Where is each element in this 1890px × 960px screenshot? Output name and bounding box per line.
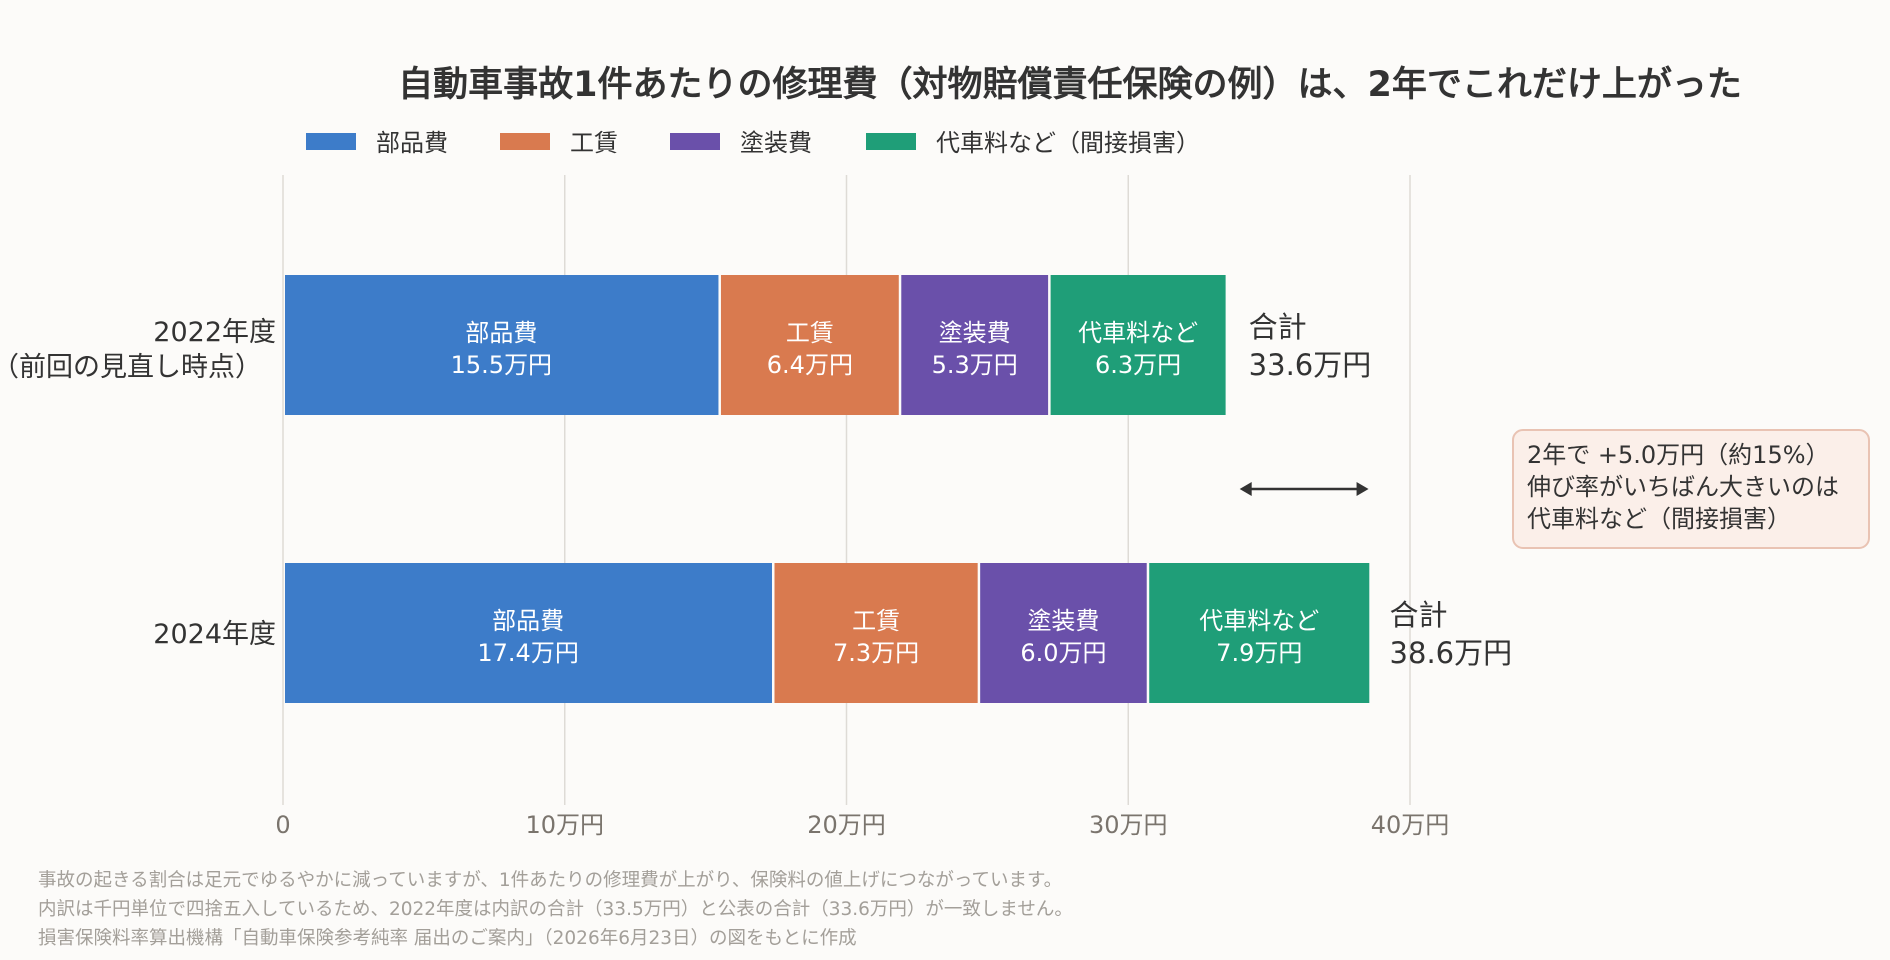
- x-tick-label: 0: [275, 811, 290, 839]
- bar-segments: [285, 275, 1370, 703]
- legend-swatch: [866, 133, 916, 150]
- segment-value-label: 7.9万円: [1216, 639, 1302, 667]
- legend: 部品費 工賃 塗装費 代車料など（間接損害）: [306, 129, 1200, 157]
- segment-value-label: 6.4万円: [767, 351, 853, 379]
- total-prefix: 合計: [1390, 598, 1448, 632]
- bar-segment: [774, 563, 978, 703]
- arrowhead-left: [1239, 482, 1252, 496]
- category-label: 2024年度: [153, 619, 276, 650]
- legend-label: 代車料など（間接損害）: [936, 129, 1200, 157]
- x-tick-label: 20万円: [807, 811, 886, 839]
- segment-value-label: 6.3万円: [1095, 351, 1181, 379]
- segment-value-label: 17.4万円: [477, 639, 578, 667]
- chart-title: 自動車事故1件あたりの修理費（対物賠償責任保険の例）は、2年でこれだけ上がった: [398, 65, 1742, 105]
- segment-series-label: 塗装費: [939, 319, 1011, 347]
- bar-segment: [1149, 563, 1370, 703]
- x-axis-tick-labels: 0 10万円 20万円 30万円 40万円: [275, 811, 1449, 839]
- x-tick-label: 10万円: [525, 811, 604, 839]
- segment-labels: 部品費15.5万円工賃6.4万円塗装費5.3万円代車料など6.3万円部品費17.…: [451, 319, 1320, 667]
- legend-label: 工賃: [570, 129, 618, 157]
- x-tick-label: 30万円: [1089, 811, 1168, 839]
- total-value: 33.6万円: [1249, 348, 1372, 382]
- segment-value-label: 15.5万円: [451, 351, 552, 379]
- bar-segment: [980, 563, 1147, 703]
- arrowhead-right: [1356, 482, 1369, 496]
- segment-series-label: 代車料など: [1199, 607, 1319, 635]
- bar-segment: [901, 275, 1049, 415]
- category-sublabel: （前回の見直し時点）: [0, 352, 262, 383]
- legend-label: 塗装費: [740, 129, 812, 157]
- bar-segment: [285, 275, 719, 415]
- footnotes: 事故の起きる割合は足元でゆるやかに減っていますが、1件あたりの修理費が上がり、保…: [38, 870, 1073, 949]
- segment-series-label: 工賃: [786, 319, 834, 347]
- footnote: 内訳は千円単位で四捨五入しているため、2022年度は内訳の合計（33.5万円）と…: [38, 899, 1073, 920]
- segment-series-label: 部品費: [492, 607, 564, 635]
- bar-segment: [720, 275, 899, 415]
- category-label: 2022年度: [153, 317, 276, 348]
- segment-series-label: 工賃: [852, 607, 900, 635]
- legend-label: 部品費: [376, 129, 448, 157]
- footnote: 損害保険料率算出機構「自動車保険参考純率 届出のご案内」（2026年6月23日）…: [38, 928, 857, 949]
- segment-value-label: 5.3万円: [932, 351, 1018, 379]
- x-tick-label: 40万円: [1371, 811, 1450, 839]
- total-prefix: 合計: [1249, 310, 1307, 344]
- legend-swatch: [670, 133, 720, 150]
- annotation-box: [1512, 429, 1870, 549]
- footnote: 事故の起きる割合は足元でゆるやかに減っていますが、1件あたりの修理費が上がり、保…: [38, 870, 1062, 891]
- annotation-line: 2年で +5.0万円（約15%）: [1527, 441, 1830, 469]
- segment-series-label: 代車料など: [1078, 319, 1198, 347]
- bar-segment: [285, 563, 772, 703]
- annotation-line: 伸び率がいちばん大きいのは: [1527, 473, 1839, 501]
- segment-series-label: 部品費: [465, 319, 537, 347]
- segment-series-label: 塗装費: [1027, 607, 1099, 635]
- total-value: 38.6万円: [1390, 636, 1513, 670]
- bar-segment: [1050, 275, 1226, 415]
- legend-swatch: [500, 133, 550, 150]
- segment-value-label: 6.0万円: [1020, 639, 1106, 667]
- legend-swatch: [306, 133, 356, 150]
- annotation-line: 代車料など（間接損害）: [1527, 505, 1791, 533]
- segment-value-label: 7.3万円: [833, 639, 919, 667]
- category-labels: 2022年度 （前回の見直し時点） 2024年度: [0, 317, 276, 650]
